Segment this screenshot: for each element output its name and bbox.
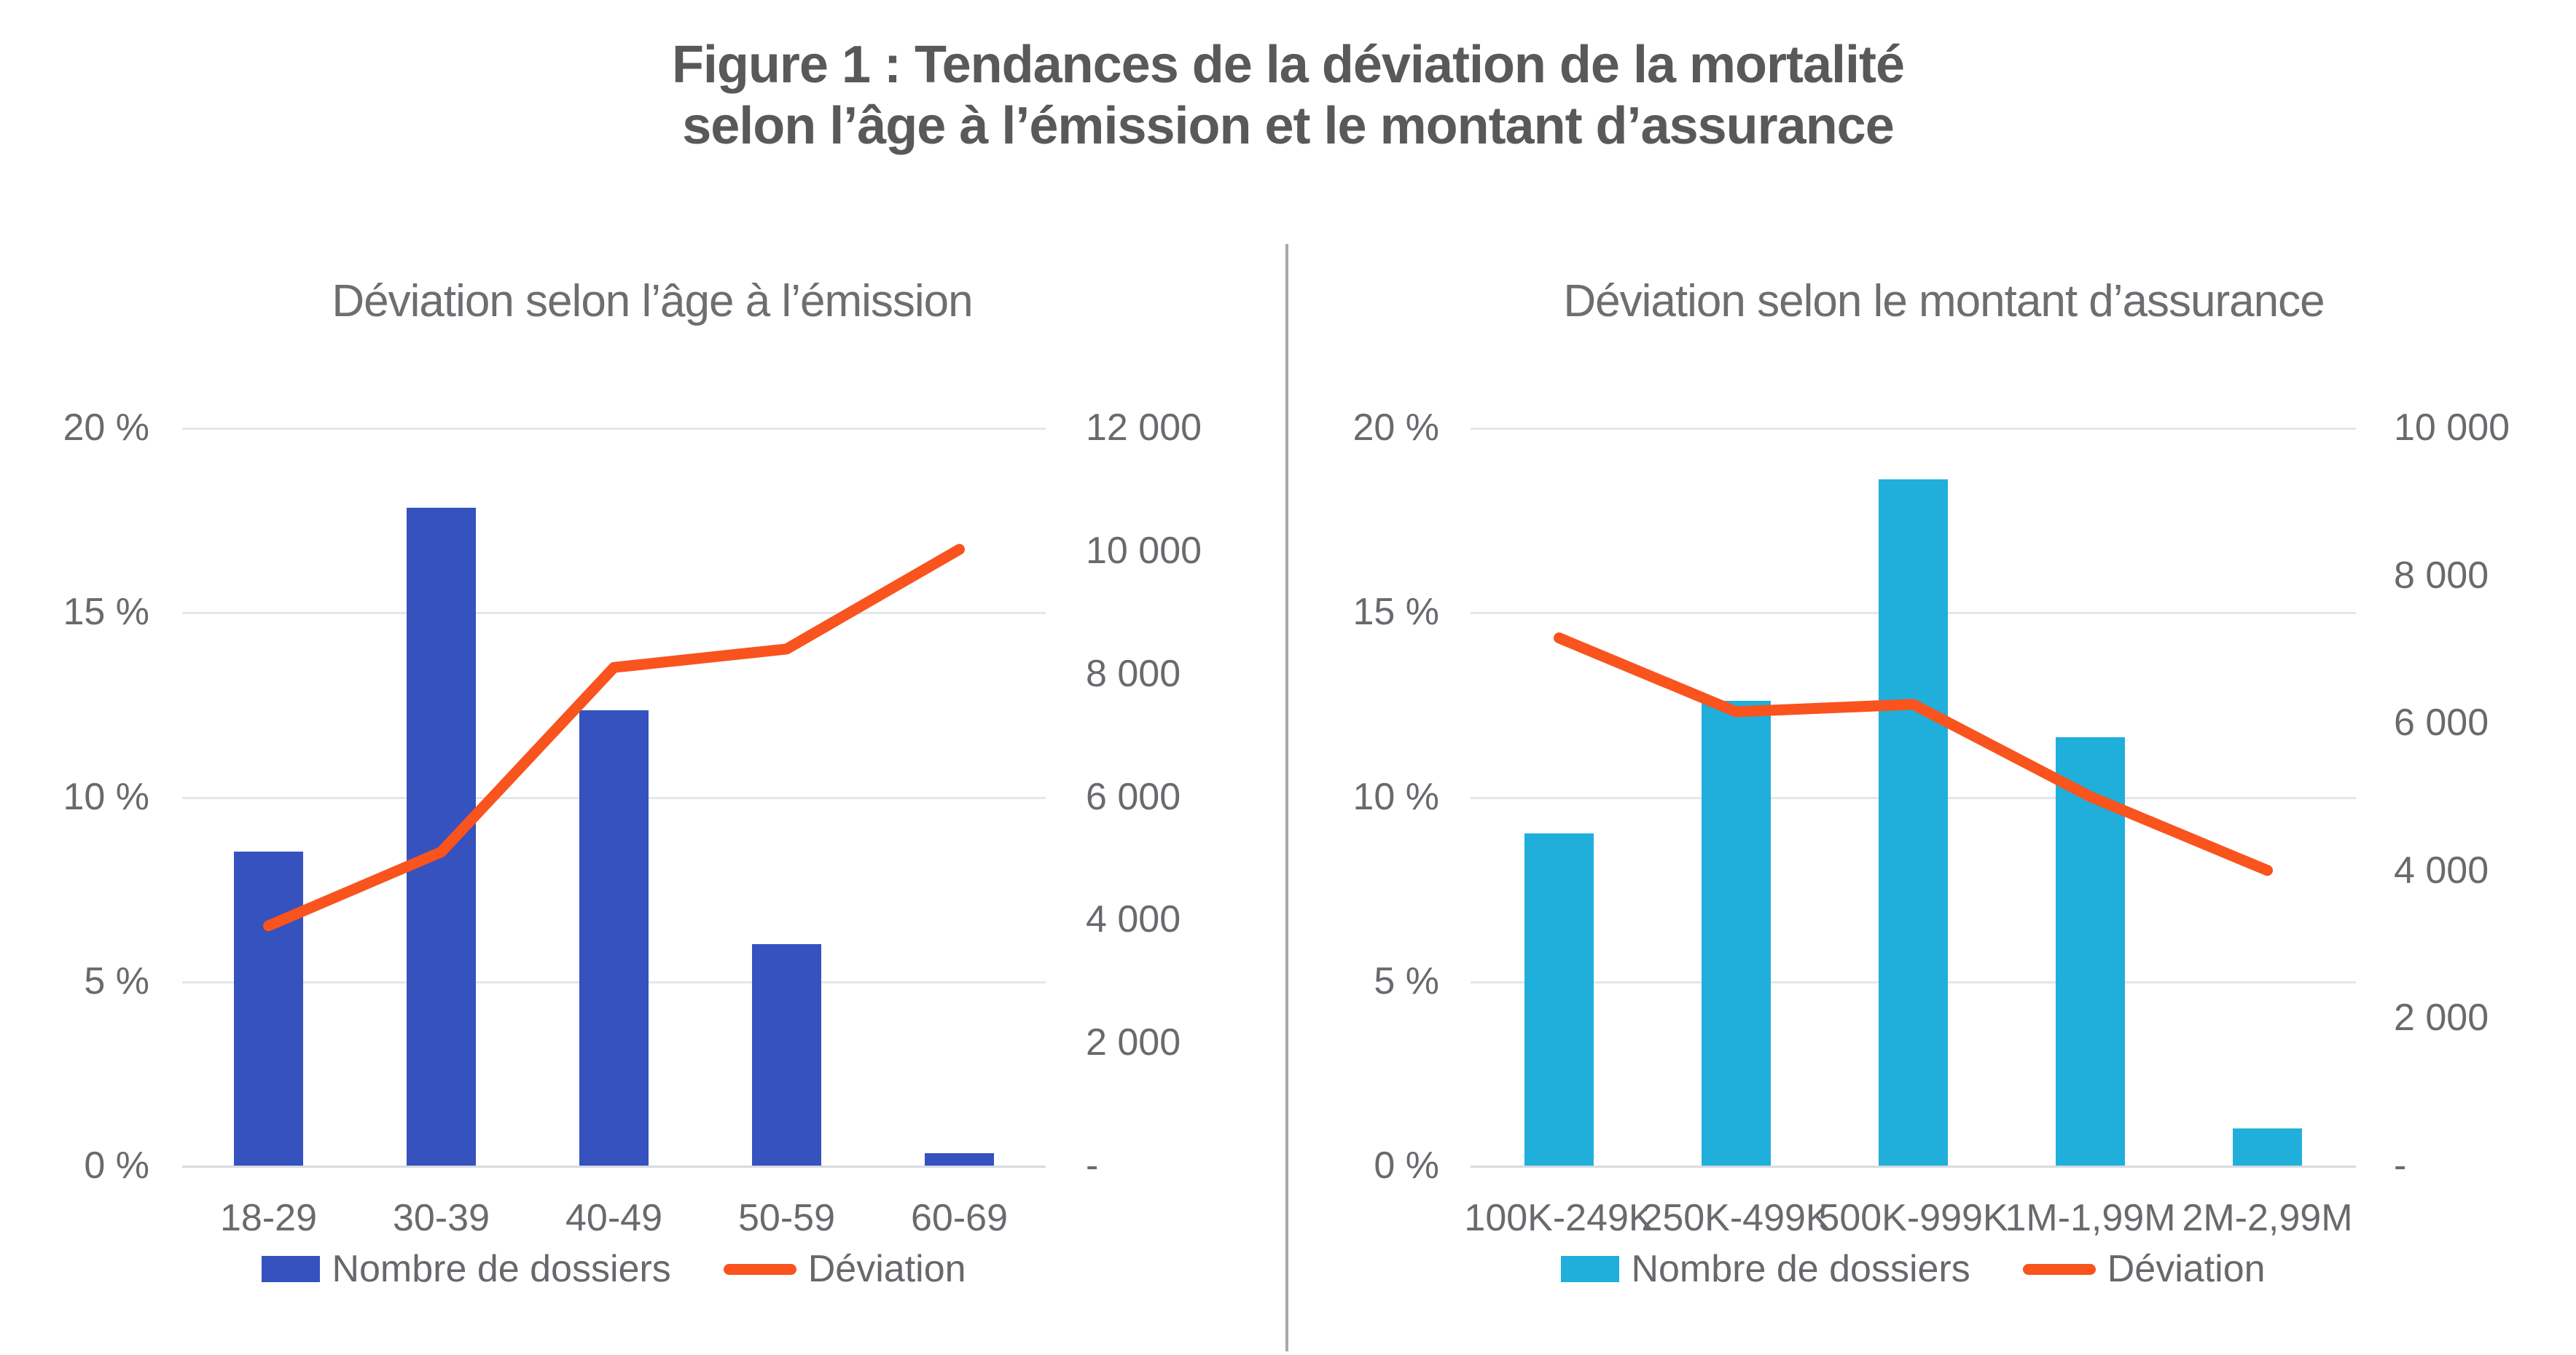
figure-title-line1: Figure 1 : Tendances de la déviation de … <box>671 36 1905 94</box>
legend: Nombre de dossiers Déviation <box>1471 1247 2356 1291</box>
x-label-50-59: 50-59 <box>738 1197 835 1239</box>
right-axis-tick: 4 000 <box>2394 849 2489 892</box>
gridline <box>182 612 1046 615</box>
bar-50-59 <box>752 944 821 1166</box>
right-y-axis: 10 000 8 000 6 000 4 000 2 000 - <box>2394 406 2561 1187</box>
legend-label: Nombre de dossiers <box>1631 1248 1970 1290</box>
figure-title: Figure 1 : Tendances de la déviation de … <box>0 35 2576 157</box>
left-y-axis: 20 % 15 % 10 % 5 % 0 % <box>40 406 149 1187</box>
legend-item-line: Déviation <box>2022 1247 2266 1291</box>
right-axis-tick: - <box>1086 1144 1099 1187</box>
legend-label: Nombre de dossiers <box>332 1248 671 1290</box>
left-axis-tick: 20 % <box>63 406 149 449</box>
deviation-line <box>1554 632 2273 876</box>
x-label-2M-2,99M: 2M-2,99M <box>2182 1197 2353 1239</box>
right-axis-tick: 8 000 <box>2394 554 2489 597</box>
right-axis-tick: - <box>2394 1144 2407 1187</box>
legend-line-swatch-icon <box>723 1263 796 1275</box>
left-axis-tick: 10 % <box>63 775 149 818</box>
right-axis-tick: 2 000 <box>1086 1021 1181 1064</box>
left-axis-tick: 0 % <box>84 1144 149 1187</box>
left-axis-tick: 5 % <box>1374 959 1439 1002</box>
left-axis-tick: 20 % <box>1352 406 1439 449</box>
legend-line-swatch-icon <box>2022 1263 2096 1275</box>
bar-2M-2,99M <box>2233 1128 2302 1166</box>
legend: Nombre de dossiers Déviation <box>182 1247 1046 1291</box>
chart-deviation-amount: Déviation selon le montant d’assurance 2… <box>1337 270 2550 1355</box>
legend-item-bars: Nombre de dossiers <box>262 1247 671 1291</box>
x-label-18-29: 18-29 <box>220 1197 317 1239</box>
bar-18-29 <box>234 852 303 1166</box>
left-axis-tick: 10 % <box>1352 775 1439 818</box>
legend-bar-swatch-icon <box>1561 1256 1620 1282</box>
right-axis-tick: 2 000 <box>2394 997 2489 1040</box>
right-axis-tick: 4 000 <box>1086 898 1181 941</box>
deviation-line <box>263 543 965 932</box>
bar-40-49 <box>579 710 649 1166</box>
bar-250K-499K <box>1702 700 1771 1166</box>
chart-title: Déviation selon le montant d’assurance <box>1563 276 2325 326</box>
charts-divider <box>1285 244 1288 1351</box>
legend-label: Déviation <box>807 1248 966 1290</box>
bar-30-39 <box>407 507 476 1166</box>
right-y-axis: 12 000 10 000 8 000 6 000 4 000 2 000 - <box>1086 406 1275 1187</box>
gridline <box>1471 428 2356 430</box>
bar-100K-249K <box>1524 833 1594 1166</box>
right-axis-tick: 10 000 <box>1086 529 1202 572</box>
left-axis-tick: 0 % <box>1374 1144 1439 1187</box>
x-axis-labels: 100K-249K 250K-499K 500K-999K 1M-1,99M 2M-2,… <box>1464 1196 2356 1240</box>
x-label-500K-999K: 500K-999K <box>1818 1197 2008 1239</box>
right-axis-tick: 6 000 <box>2394 702 2489 745</box>
plot-area <box>1471 428 2356 1168</box>
legend-label: Déviation <box>2107 1248 2266 1290</box>
legend-item-bars: Nombre de dossiers <box>1561 1247 1970 1291</box>
x-label-100K-249K: 100K-249K <box>1464 1197 1654 1239</box>
x-label-1M-1,99M: 1M-1,99M <box>2005 1197 2176 1239</box>
figure-title-line2: selon l’âge à l’émission et le montant d… <box>682 96 1895 155</box>
x-label-60-69: 60-69 <box>911 1197 1008 1239</box>
bar-500K-999K <box>1879 479 1948 1166</box>
x-axis-labels: 18-29 30-39 40-49 50-59 60-69 <box>182 1196 1046 1240</box>
plot-area <box>182 428 1046 1168</box>
legend-bar-swatch-icon <box>262 1256 321 1282</box>
left-y-axis: 20 % 15 % 10 % 5 % 0 % <box>1337 406 1439 1187</box>
right-axis-tick: 12 000 <box>1086 406 1202 449</box>
right-axis-tick: 8 000 <box>1086 652 1181 695</box>
x-label-250K-499K: 250K-499K <box>1641 1197 1831 1239</box>
x-label-40-49: 40-49 <box>565 1197 662 1239</box>
bar-60-69 <box>925 1153 994 1166</box>
chart-title: Déviation selon l’âge à l’émission <box>332 276 973 326</box>
gridline <box>182 428 1046 430</box>
left-axis-tick: 5 % <box>84 959 149 1002</box>
legend-item-line: Déviation <box>723 1247 966 1291</box>
left-axis-tick: 15 % <box>63 591 149 634</box>
x-label-30-39: 30-39 <box>393 1197 490 1239</box>
chart-deviation-age: Déviation selon l’âge à l’émission 20 % 1… <box>40 270 1264 1355</box>
right-axis-tick: 10 000 <box>2394 406 2510 449</box>
right-axis-tick: 6 000 <box>1086 775 1181 818</box>
left-axis-tick: 15 % <box>1352 591 1439 634</box>
